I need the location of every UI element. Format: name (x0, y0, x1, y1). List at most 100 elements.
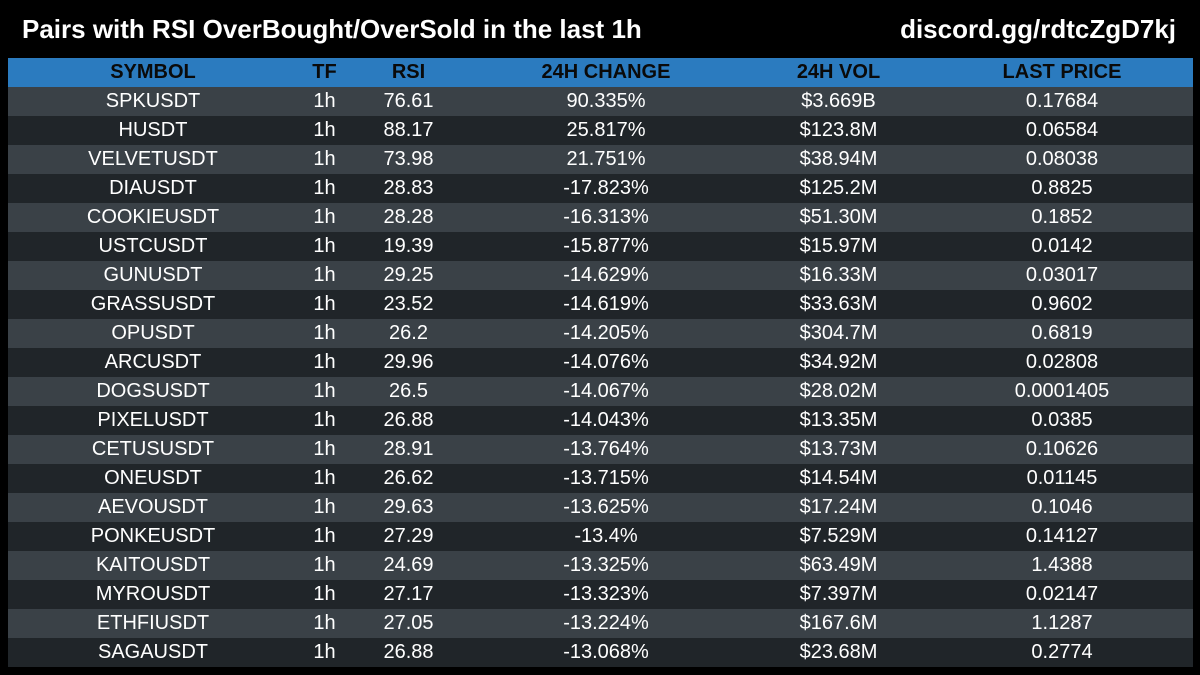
cell-tf: 1h (313, 525, 336, 547)
cell-last-price: 0.6819 (1031, 322, 1093, 344)
table-row: DIAUSDT 1h 28.83 -17.823% $125.2M 0.8825 (8, 174, 1193, 203)
cell-last-price: 0.9602 (1031, 293, 1093, 315)
cell-last-price: 0.17684 (1025, 90, 1099, 112)
cell-symbol: GUNUSDT (103, 264, 203, 286)
table-row: USTCUSDT 1h 19.39 -15.877% $15.97M 0.0142 (8, 232, 1193, 261)
cell-rsi: 29.63 (383, 496, 434, 518)
cell-symbol: ARCUSDT (104, 351, 202, 373)
table-row: KAITOUSDT 1h 24.69 -13.325% $63.49M 1.4388 (8, 551, 1193, 580)
cell-24h-vol: $7.397M (799, 583, 878, 605)
table-header-row: SYMBOL TF RSI 24H CHANGE 24H VOL LAST PR… (8, 58, 1193, 87)
cell-24h-vol: $125.2M (799, 177, 878, 199)
cell-rsi: 23.52 (383, 293, 434, 315)
cell-24h-change: -13.4% (574, 525, 638, 547)
cell-24h-change: -14.629% (563, 264, 649, 286)
cell-tf: 1h (313, 177, 336, 199)
cell-tf: 1h (313, 322, 336, 344)
cell-last-price: 1.1287 (1031, 612, 1093, 634)
cell-24h-change: -13.325% (563, 554, 649, 576)
table-row: GRASSUSDT 1h 23.52 -14.619% $33.63M 0.9602 (8, 290, 1193, 319)
column-header-symbol: SYMBOL (110, 61, 196, 83)
column-header-24h-change: 24H CHANGE (541, 61, 671, 83)
cell-24h-vol: $17.24M (799, 496, 878, 518)
cell-24h-change: -17.823% (563, 177, 649, 199)
cell-24h-vol: $123.8M (799, 119, 878, 141)
cell-tf: 1h (313, 380, 336, 402)
table-row: CETUSUSDT 1h 28.91 -13.764% $13.73M 0.10626 (8, 435, 1193, 464)
cell-24h-change: -13.068% (563, 641, 649, 663)
cell-last-price: 0.03017 (1025, 264, 1099, 286)
table-row: MYROUSDT 1h 27.17 -13.323% $7.397M 0.02147 (8, 580, 1193, 609)
table-row: SPKUSDT 1h 76.61 90.335% $3.669B 0.17684 (8, 87, 1193, 116)
cell-24h-vol: $7.529M (799, 525, 878, 547)
column-header-tf: TF (312, 61, 337, 83)
cell-rsi: 28.91 (383, 438, 434, 460)
cell-last-price: 0.14127 (1025, 525, 1099, 547)
cell-tf: 1h (313, 206, 336, 228)
cell-last-price: 0.02147 (1025, 583, 1099, 605)
cell-24h-change: -13.323% (563, 583, 649, 605)
cell-symbol: HUSDT (118, 119, 188, 141)
cell-rsi: 88.17 (383, 119, 434, 141)
cell-last-price: 0.06584 (1025, 119, 1099, 141)
cell-24h-change: -14.067% (563, 380, 649, 402)
cell-last-price: 1.4388 (1031, 554, 1093, 576)
table-body: SPKUSDT 1h 76.61 90.335% $3.669B 0.17684 HUSDT… (8, 87, 1193, 667)
cell-rsi: 27.29 (383, 525, 434, 547)
cell-24h-vol: $304.7M (799, 322, 878, 344)
cell-24h-vol: $13.35M (799, 409, 878, 431)
cell-symbol: DIAUSDT (109, 177, 197, 199)
table-row: ETHFIUSDT 1h 27.05 -13.224% $167.6M 1.1287 (8, 609, 1193, 638)
cell-rsi: 29.25 (383, 264, 434, 286)
cell-24h-change: 21.751% (566, 148, 646, 170)
cell-24h-vol: $51.30M (799, 206, 878, 228)
cell-24h-change: -14.043% (563, 409, 649, 431)
cell-rsi: 28.28 (383, 206, 434, 228)
cell-rsi: 28.83 (383, 177, 434, 199)
cell-24h-vol: $16.33M (799, 264, 878, 286)
cell-24h-change: -13.625% (563, 496, 649, 518)
cell-24h-change: -15.877% (563, 235, 649, 257)
cell-rsi: 26.88 (383, 641, 434, 663)
cell-24h-change: -16.313% (563, 206, 649, 228)
cell-24h-change: -13.764% (563, 438, 649, 460)
cell-24h-vol: $23.68M (799, 641, 878, 663)
rsi-table: SYMBOL TF RSI 24H CHANGE 24H VOL LAST PR… (8, 58, 1193, 667)
discord-link[interactable]: discord.gg/rdtcZgD7kj (900, 14, 1176, 44)
cell-tf: 1h (313, 496, 336, 518)
cell-symbol: SPKUSDT (105, 90, 201, 112)
cell-24h-change: 25.817% (566, 119, 646, 141)
cell-symbol: MYROUSDT (95, 583, 211, 605)
cell-tf: 1h (313, 583, 336, 605)
cell-24h-vol: $167.6M (799, 612, 878, 634)
table-row: COOKIEUSDT 1h 28.28 -16.313% $51.30M 0.1852 (8, 203, 1193, 232)
cell-last-price: 0.10626 (1025, 438, 1099, 460)
cell-24h-vol: $38.94M (799, 148, 878, 170)
cell-24h-change: -14.076% (563, 351, 649, 373)
cell-24h-change: 90.335% (566, 90, 646, 112)
cell-tf: 1h (313, 293, 336, 315)
cell-last-price: 0.0385 (1031, 409, 1093, 431)
cell-24h-vol: $28.02M (799, 380, 878, 402)
column-header-last-price: LAST PRICE (1002, 61, 1122, 83)
cell-symbol: GRASSUSDT (90, 293, 216, 315)
cell-symbol: PIXELUSDT (97, 409, 209, 431)
table-row: ONEUSDT 1h 26.62 -13.715% $14.54M 0.01145 (8, 464, 1193, 493)
cell-rsi: 26.88 (383, 409, 434, 431)
cell-tf: 1h (313, 438, 336, 460)
table-row: HUSDT 1h 88.17 25.817% $123.8M 0.06584 (8, 116, 1193, 145)
cell-24h-vol: $14.54M (799, 467, 878, 489)
cell-last-price: 0.2774 (1031, 641, 1093, 663)
table-row: PIXELUSDT 1h 26.88 -14.043% $13.35M 0.0385 (8, 406, 1193, 435)
cell-tf: 1h (313, 612, 336, 634)
cell-symbol: AEVOUSDT (97, 496, 209, 518)
cell-tf: 1h (313, 641, 336, 663)
header: Pairs with RSI OverBought/OverSold in th… (0, 0, 1200, 58)
page-title: Pairs with RSI OverBought/OverSold in th… (22, 14, 642, 44)
cell-last-price: 0.01145 (1026, 467, 1098, 489)
cell-tf: 1h (313, 235, 336, 257)
cell-last-price: 0.0142 (1031, 235, 1093, 257)
cell-symbol: ONEUSDT (104, 467, 202, 489)
cell-tf: 1h (313, 264, 336, 286)
cell-rsi: 24.69 (383, 554, 434, 576)
